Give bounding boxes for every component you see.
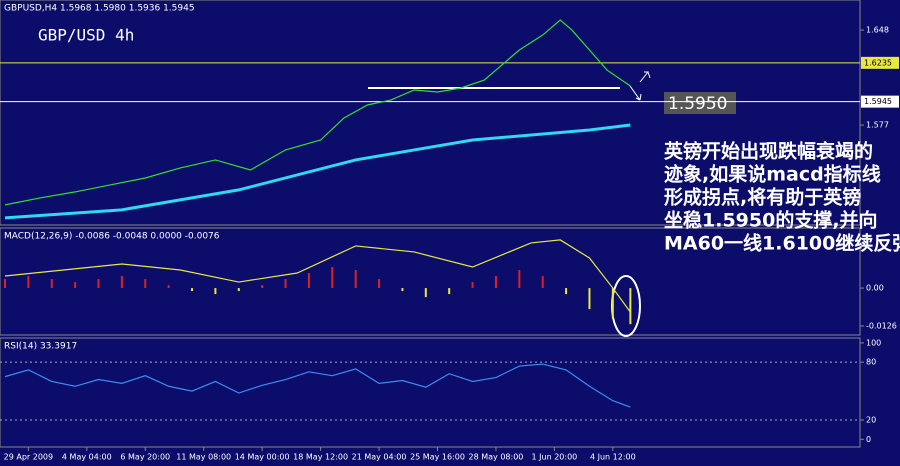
series-line — [4, 239, 631, 313]
x-tick-label: 11 May 08:00 — [176, 453, 231, 462]
y-tick-label: 80 — [866, 358, 876, 367]
price-label: 1.5945 — [864, 97, 892, 106]
note-line: 英镑开始出现跌幅衰竭的 — [664, 140, 873, 163]
x-tick-label: 29 Apr 2009 — [4, 453, 53, 462]
note-line: 坐稳1.5950的支撑,并向 — [664, 209, 878, 232]
x-tick-label: 4 Jun 12:00 — [590, 453, 636, 462]
price-panel — [0, 0, 861, 226]
x-tick-label: 21 May 04:00 — [352, 453, 407, 462]
note-line: 形成拐点,将有助于英镑 — [664, 186, 861, 209]
price-box — [861, 95, 899, 108]
note-line: MA60一线1.6100继续反弹 — [664, 232, 900, 255]
rsi-panel — [0, 337, 861, 448]
series-line — [4, 363, 631, 408]
y-tick-label: 1.577 — [866, 121, 889, 130]
x-tick-label: 1 Jun 20:00 — [532, 453, 578, 462]
header: GBPUSD,H4 1.5968 1.5980 1.5936 1.5945 — [4, 4, 195, 14]
x-tick-label: 28 May 08:00 — [469, 453, 524, 462]
x-tick-label: 4 May 04:00 — [62, 453, 112, 462]
x-tick-label: 25 May 16:00 — [410, 453, 465, 462]
title: GBP/USD 4h — [38, 26, 134, 45]
series-line — [4, 123, 631, 220]
macd-panel — [0, 227, 861, 336]
price-box — [861, 56, 899, 69]
price-label: 1.6235 — [864, 58, 892, 67]
y-tick-label: 20 — [866, 416, 876, 425]
y-tick-label: -0.0126 — [866, 321, 897, 330]
y-tick-label: 0 — [866, 435, 871, 444]
arrows — [629, 71, 651, 101]
y-tick-label: 1.648 — [866, 26, 889, 35]
x-tick-label: 14 May 00:00 — [235, 453, 290, 462]
y-tick-label: 0.00 — [866, 284, 884, 293]
macd-header: MACD(12,26,9) -0.0086 -0.0048 0.0000 -0.… — [4, 232, 220, 242]
x-tick-label: 6 May 20:00 — [120, 453, 170, 462]
annotation: 1.5950 — [668, 94, 727, 114]
rsi-header: RSI(14) 33.3917 — [4, 342, 77, 352]
x-tick-label: 18 May 12:00 — [293, 453, 348, 462]
y-tick-label: 100 — [866, 338, 881, 347]
series-line — [4, 19, 631, 206]
note-line: 迹象,如果说macd指标线 — [664, 163, 881, 186]
label-box — [664, 92, 736, 114]
